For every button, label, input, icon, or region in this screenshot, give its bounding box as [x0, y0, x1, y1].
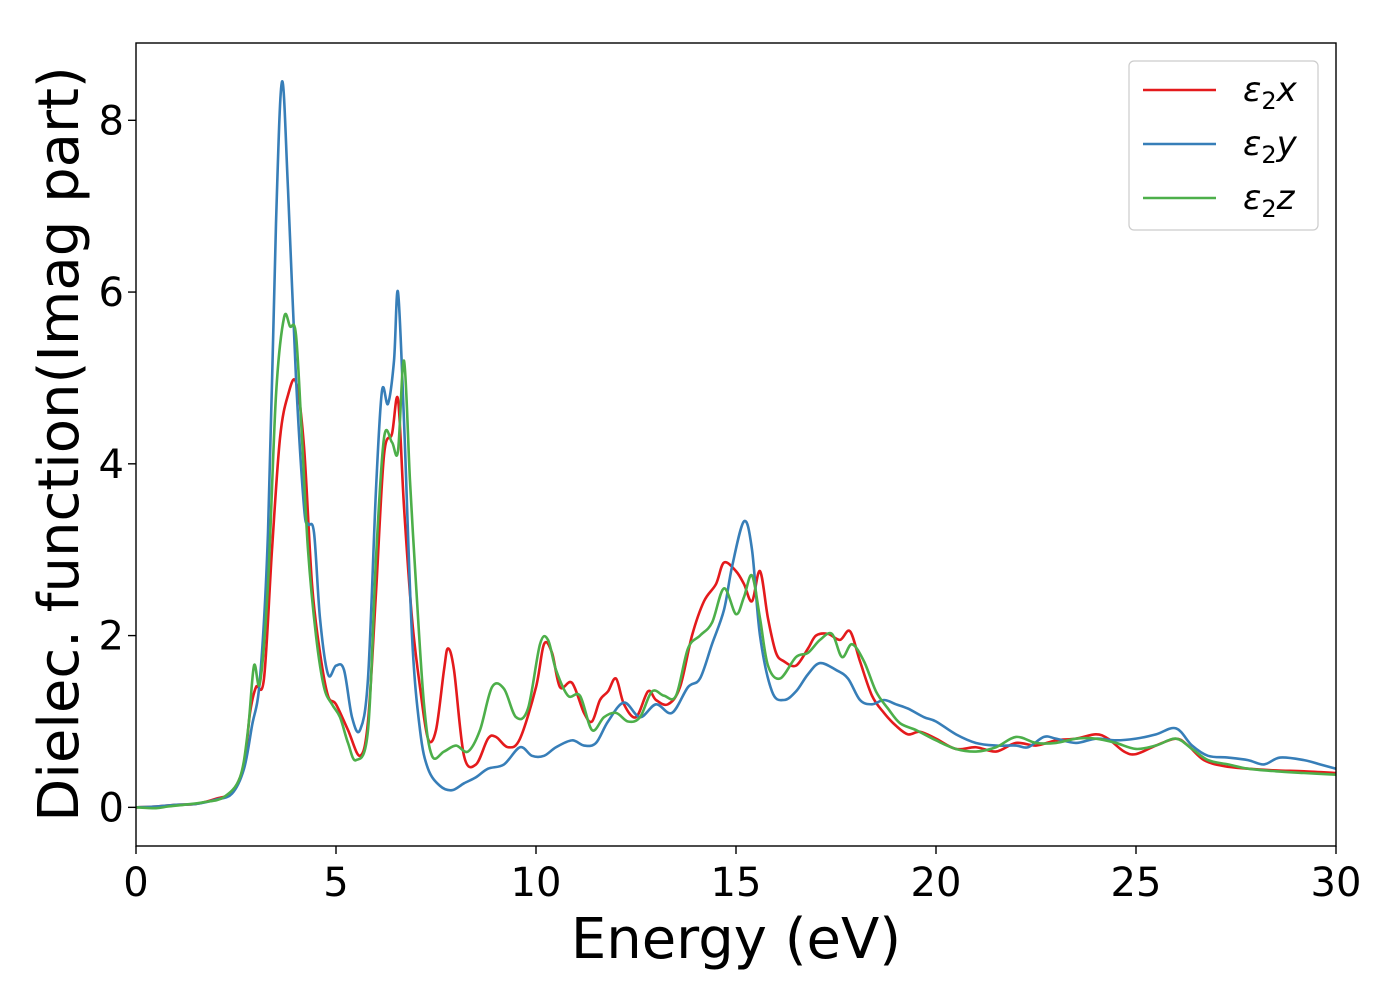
x-axis-title: Energy (eV) — [571, 907, 901, 972]
x-tick-label: 0 — [123, 860, 148, 906]
y-tick-label: 6 — [99, 270, 124, 316]
legend-label-x: ε2x — [1243, 70, 1298, 115]
x-tick-label: 15 — [711, 860, 762, 906]
y-tick-label: 4 — [99, 442, 124, 488]
y-axis-title: Dielec. function(Imag part) — [27, 66, 92, 822]
legend-label-z: ε2z — [1243, 178, 1296, 223]
x-tick-label: 25 — [1111, 860, 1162, 906]
series-line-z — [136, 312, 1336, 810]
y-tick-label: 8 — [99, 98, 124, 144]
series-line-x — [136, 378, 1336, 809]
series-line-y — [136, 80, 1336, 809]
legend-box — [1128, 60, 1319, 231]
y-tick-label: 2 — [99, 614, 124, 660]
series-layer — [136, 80, 1336, 810]
legend: ε2x ε2y ε2z — [1128, 60, 1319, 231]
y-tick-label: 0 — [99, 785, 124, 831]
x-tick-label: 30 — [1311, 860, 1362, 906]
x-axis: 0 5 10 15 20 25 30 — [123, 846, 1361, 906]
y-axis: 0 2 4 6 8 — [99, 98, 136, 831]
x-tick-label: 10 — [511, 860, 562, 906]
x-tick-label: 20 — [911, 860, 962, 906]
x-tick-label: 5 — [323, 860, 348, 906]
legend-label-y: ε2y — [1243, 124, 1298, 169]
